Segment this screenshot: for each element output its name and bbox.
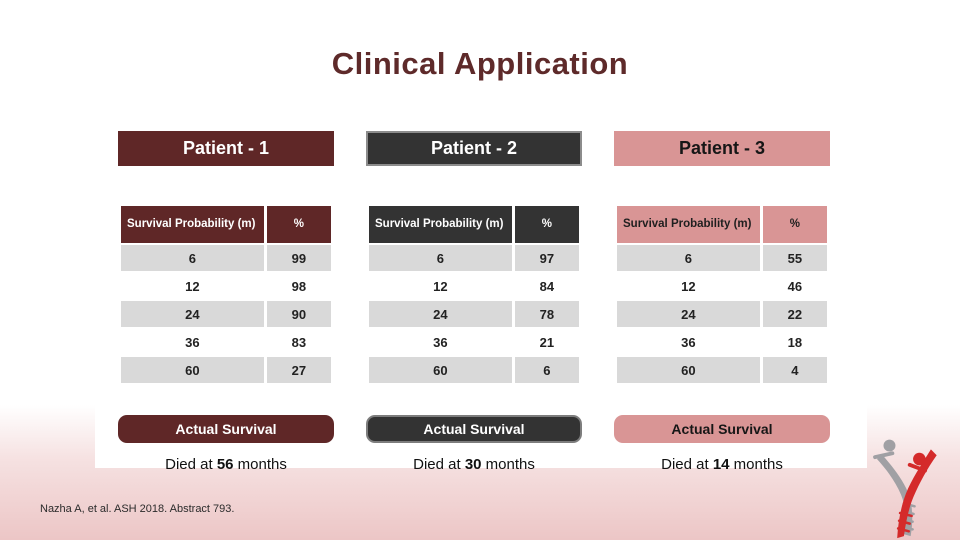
percent-cell: 46 <box>762 273 827 299</box>
table-row: 60 6 <box>369 357 579 383</box>
patient-2-column: Patient - 2 Survival Probability (m) % 6… <box>366 131 582 473</box>
actual-survival-button[interactable]: Actual Survival <box>614 415 830 443</box>
died-at-text: Died at 56 months <box>118 456 334 473</box>
table-row: 24 78 <box>369 301 579 327</box>
died-prefix: Died at <box>661 456 713 473</box>
months-cell: 6 <box>121 245 264 271</box>
patient-3-survival-table: Survival Probability (m) % 6 55 12 46 24… <box>614 204 830 385</box>
percent-cell: 99 <box>266 245 331 271</box>
died-prefix: Died at <box>413 456 465 473</box>
table-row: 36 18 <box>617 329 827 355</box>
percent-cell: 84 <box>514 273 579 299</box>
table-row: 60 4 <box>617 357 827 383</box>
months-cell: 24 <box>617 301 760 327</box>
table-row: 36 21 <box>369 329 579 355</box>
survival-probability-header: Survival Probability (m) <box>369 206 512 243</box>
table-row: 6 97 <box>369 245 579 271</box>
percent-cell: 18 <box>762 329 827 355</box>
actual-survival-button[interactable]: Actual Survival <box>366 415 582 443</box>
months-cell: 60 <box>121 357 264 383</box>
months-cell: 60 <box>617 357 760 383</box>
table-row: 36 83 <box>121 329 331 355</box>
months-cell: 12 <box>121 273 264 299</box>
died-prefix: Died at <box>165 456 217 473</box>
patient-2-survival-table: Survival Probability (m) % 6 97 12 84 24… <box>366 204 582 385</box>
months-cell: 24 <box>121 301 264 327</box>
months-cell: 36 <box>369 329 512 355</box>
table-row: 24 22 <box>617 301 827 327</box>
patient-1-column: Patient - 1 Survival Probability (m) % 6… <box>118 131 334 473</box>
died-suffix: months <box>481 456 535 473</box>
months-cell: 60 <box>369 357 512 383</box>
months-cell: 36 <box>121 329 264 355</box>
survival-probability-header: Survival Probability (m) <box>617 206 760 243</box>
patient-1-header: Patient - 1 <box>118 131 334 166</box>
patient-1-survival-table: Survival Probability (m) % 6 99 12 98 24… <box>118 204 334 385</box>
percent-cell: 6 <box>514 357 579 383</box>
percent-header: % <box>762 206 827 243</box>
table-row: 6 55 <box>617 245 827 271</box>
table-row: 12 98 <box>121 273 331 299</box>
percent-cell: 97 <box>514 245 579 271</box>
patient-columns: Patient - 1 Survival Probability (m) % 6… <box>118 131 830 473</box>
table-row: 60 27 <box>121 357 331 383</box>
died-suffix: months <box>233 456 287 473</box>
percent-cell: 90 <box>266 301 331 327</box>
percent-cell: 98 <box>266 273 331 299</box>
patient-3-header: Patient - 3 <box>614 131 830 166</box>
months-cell: 12 <box>369 273 512 299</box>
citation: Nazha A, et al. ASH 2018. Abstract 793. <box>40 503 235 515</box>
dna-figures-logo-icon <box>873 439 937 539</box>
percent-cell: 78 <box>514 301 579 327</box>
table-row: 12 46 <box>617 273 827 299</box>
died-months-value: 30 <box>464 456 482 473</box>
percent-cell: 55 <box>762 245 827 271</box>
percent-cell: 4 <box>762 357 827 383</box>
months-cell: 36 <box>617 329 760 355</box>
table-row: 6 99 <box>121 245 331 271</box>
actual-survival-button[interactable]: Actual Survival <box>118 415 334 443</box>
died-months-value: 14 <box>712 456 730 473</box>
patient-2-header: Patient - 2 <box>366 131 582 166</box>
table-row: 12 84 <box>369 273 579 299</box>
page-title: Clinical Application <box>331 46 629 81</box>
died-months-value: 56 <box>216 456 234 473</box>
percent-cell: 21 <box>514 329 579 355</box>
survival-probability-header: Survival Probability (m) <box>121 206 264 243</box>
months-cell: 12 <box>617 273 760 299</box>
months-cell: 6 <box>617 245 760 271</box>
percent-cell: 83 <box>266 329 331 355</box>
percent-header: % <box>514 206 579 243</box>
died-at-text: Died at 14 months <box>614 456 830 473</box>
percent-cell: 27 <box>266 357 331 383</box>
table-row: 24 90 <box>121 301 331 327</box>
red-strand <box>896 449 937 539</box>
percent-cell: 22 <box>762 301 827 327</box>
died-suffix: months <box>729 456 783 473</box>
percent-header: % <box>266 206 331 243</box>
died-at-text: Died at 30 months <box>366 456 582 473</box>
months-cell: 24 <box>369 301 512 327</box>
patient-3-column: Patient - 3 Survival Probability (m) % 6… <box>614 131 830 473</box>
months-cell: 6 <box>369 245 512 271</box>
